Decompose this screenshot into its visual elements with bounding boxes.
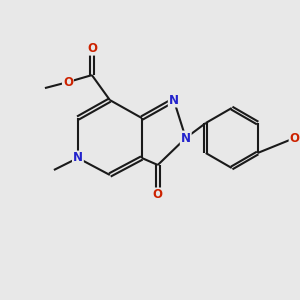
Text: N: N: [181, 131, 191, 145]
Text: N: N: [73, 152, 83, 164]
Text: O: O: [87, 42, 97, 55]
Text: O: O: [290, 131, 300, 145]
Text: O: O: [63, 76, 73, 88]
Text: O: O: [153, 188, 163, 201]
Text: N: N: [169, 94, 179, 106]
